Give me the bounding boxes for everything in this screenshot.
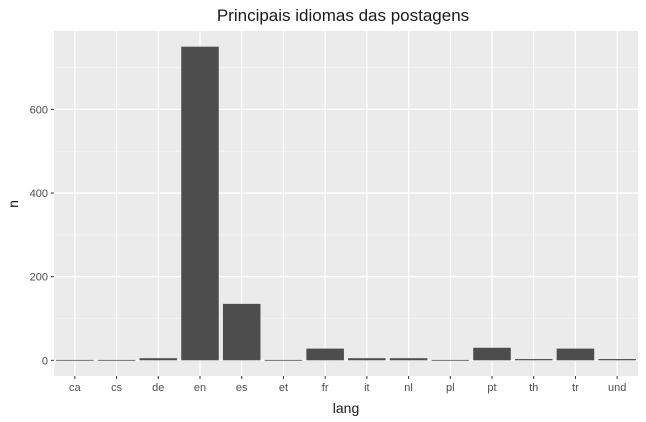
bar-pt <box>473 347 511 361</box>
bar-fr <box>306 348 344 361</box>
bar-de <box>139 358 178 361</box>
x-tick-label: it <box>364 382 370 394</box>
x-tick-label: tr <box>572 382 579 394</box>
bar-en <box>181 46 219 361</box>
x-tick-label: pt <box>487 382 496 394</box>
x-tick-label: pl <box>446 382 455 394</box>
x-tick-label: ca <box>69 382 82 394</box>
bar-es <box>222 303 261 361</box>
bar-it <box>348 358 386 361</box>
x-tick-label: es <box>236 382 248 394</box>
y-tick-label: 200 <box>30 272 48 284</box>
minor-gridlines <box>54 67 638 319</box>
y-axis-title: n <box>5 200 21 208</box>
y-tick-label: 600 <box>30 104 48 116</box>
bar-tr <box>556 348 595 361</box>
y-tick-label: 400 <box>30 188 48 200</box>
bar-cs <box>97 359 136 361</box>
x-tick-label: nl <box>404 382 413 394</box>
x-axis-title: lang <box>333 400 359 416</box>
y-tick-label: 0 <box>42 355 48 367</box>
y-axis: 0 200 400 600 <box>30 104 54 367</box>
x-tick-label: et <box>279 382 288 394</box>
x-tick-label: th <box>529 382 538 394</box>
x-axis: ca cs de en es et fr it nl pl pt th tr und <box>69 376 626 394</box>
bar-und <box>598 359 636 361</box>
chart-title: Principais idiomas das postagens <box>217 6 469 25</box>
bar-pl <box>431 359 470 361</box>
bar-th <box>514 359 553 361</box>
bars <box>56 46 636 361</box>
plot-panel <box>54 31 638 376</box>
bar-et <box>264 359 303 361</box>
bar-ca <box>56 359 94 361</box>
x-tick-label: cs <box>111 382 123 394</box>
x-tick-label: fr <box>322 382 329 394</box>
bar-nl <box>389 358 428 361</box>
x-tick-label: und <box>608 382 626 394</box>
x-tick-label: de <box>152 382 164 394</box>
x-tick-label: en <box>194 382 206 394</box>
